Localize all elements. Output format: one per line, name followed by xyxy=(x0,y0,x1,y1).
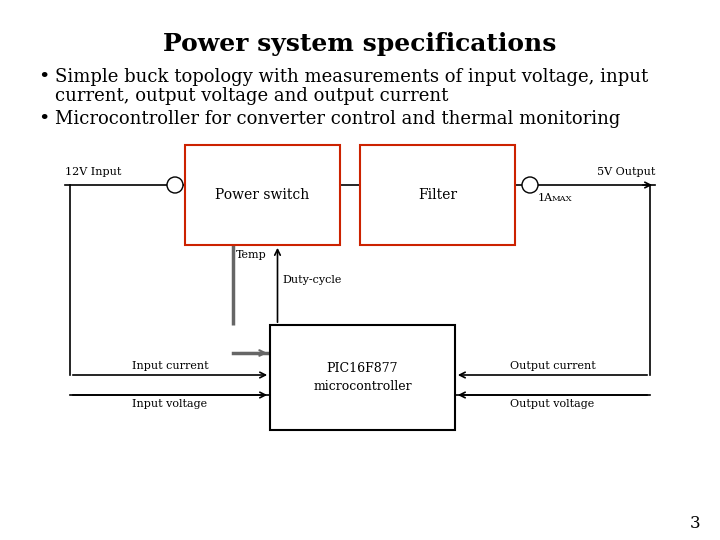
Text: PIC16F877
microcontroller: PIC16F877 microcontroller xyxy=(313,362,412,393)
Text: Simple buck topology with measurements of input voltage, input: Simple buck topology with measurements o… xyxy=(55,68,648,86)
Text: Microcontroller for converter control and thermal monitoring: Microcontroller for converter control an… xyxy=(55,110,621,128)
Text: •: • xyxy=(38,110,50,128)
Text: Output voltage: Output voltage xyxy=(510,399,595,409)
Text: Output current: Output current xyxy=(510,361,595,371)
Bar xyxy=(270,325,455,430)
Text: 3: 3 xyxy=(689,515,700,532)
Text: •: • xyxy=(38,68,50,86)
Text: Input current: Input current xyxy=(132,361,208,371)
Text: Filter: Filter xyxy=(418,188,457,202)
Text: Input voltage: Input voltage xyxy=(132,399,207,409)
Circle shape xyxy=(167,177,183,193)
Text: current, output voltage and output current: current, output voltage and output curre… xyxy=(55,87,449,105)
Text: Power switch: Power switch xyxy=(215,188,310,202)
Text: Power system specifications: Power system specifications xyxy=(163,32,557,56)
Text: MAX: MAX xyxy=(552,195,572,203)
Text: Temp: Temp xyxy=(235,250,266,260)
Text: 1A: 1A xyxy=(538,193,553,203)
Text: 5V Output: 5V Output xyxy=(597,167,655,177)
Bar xyxy=(360,145,515,245)
Circle shape xyxy=(522,177,538,193)
Text: 12V Input: 12V Input xyxy=(65,167,122,177)
Bar xyxy=(185,145,340,245)
Text: Duty-cycle: Duty-cycle xyxy=(282,275,342,285)
